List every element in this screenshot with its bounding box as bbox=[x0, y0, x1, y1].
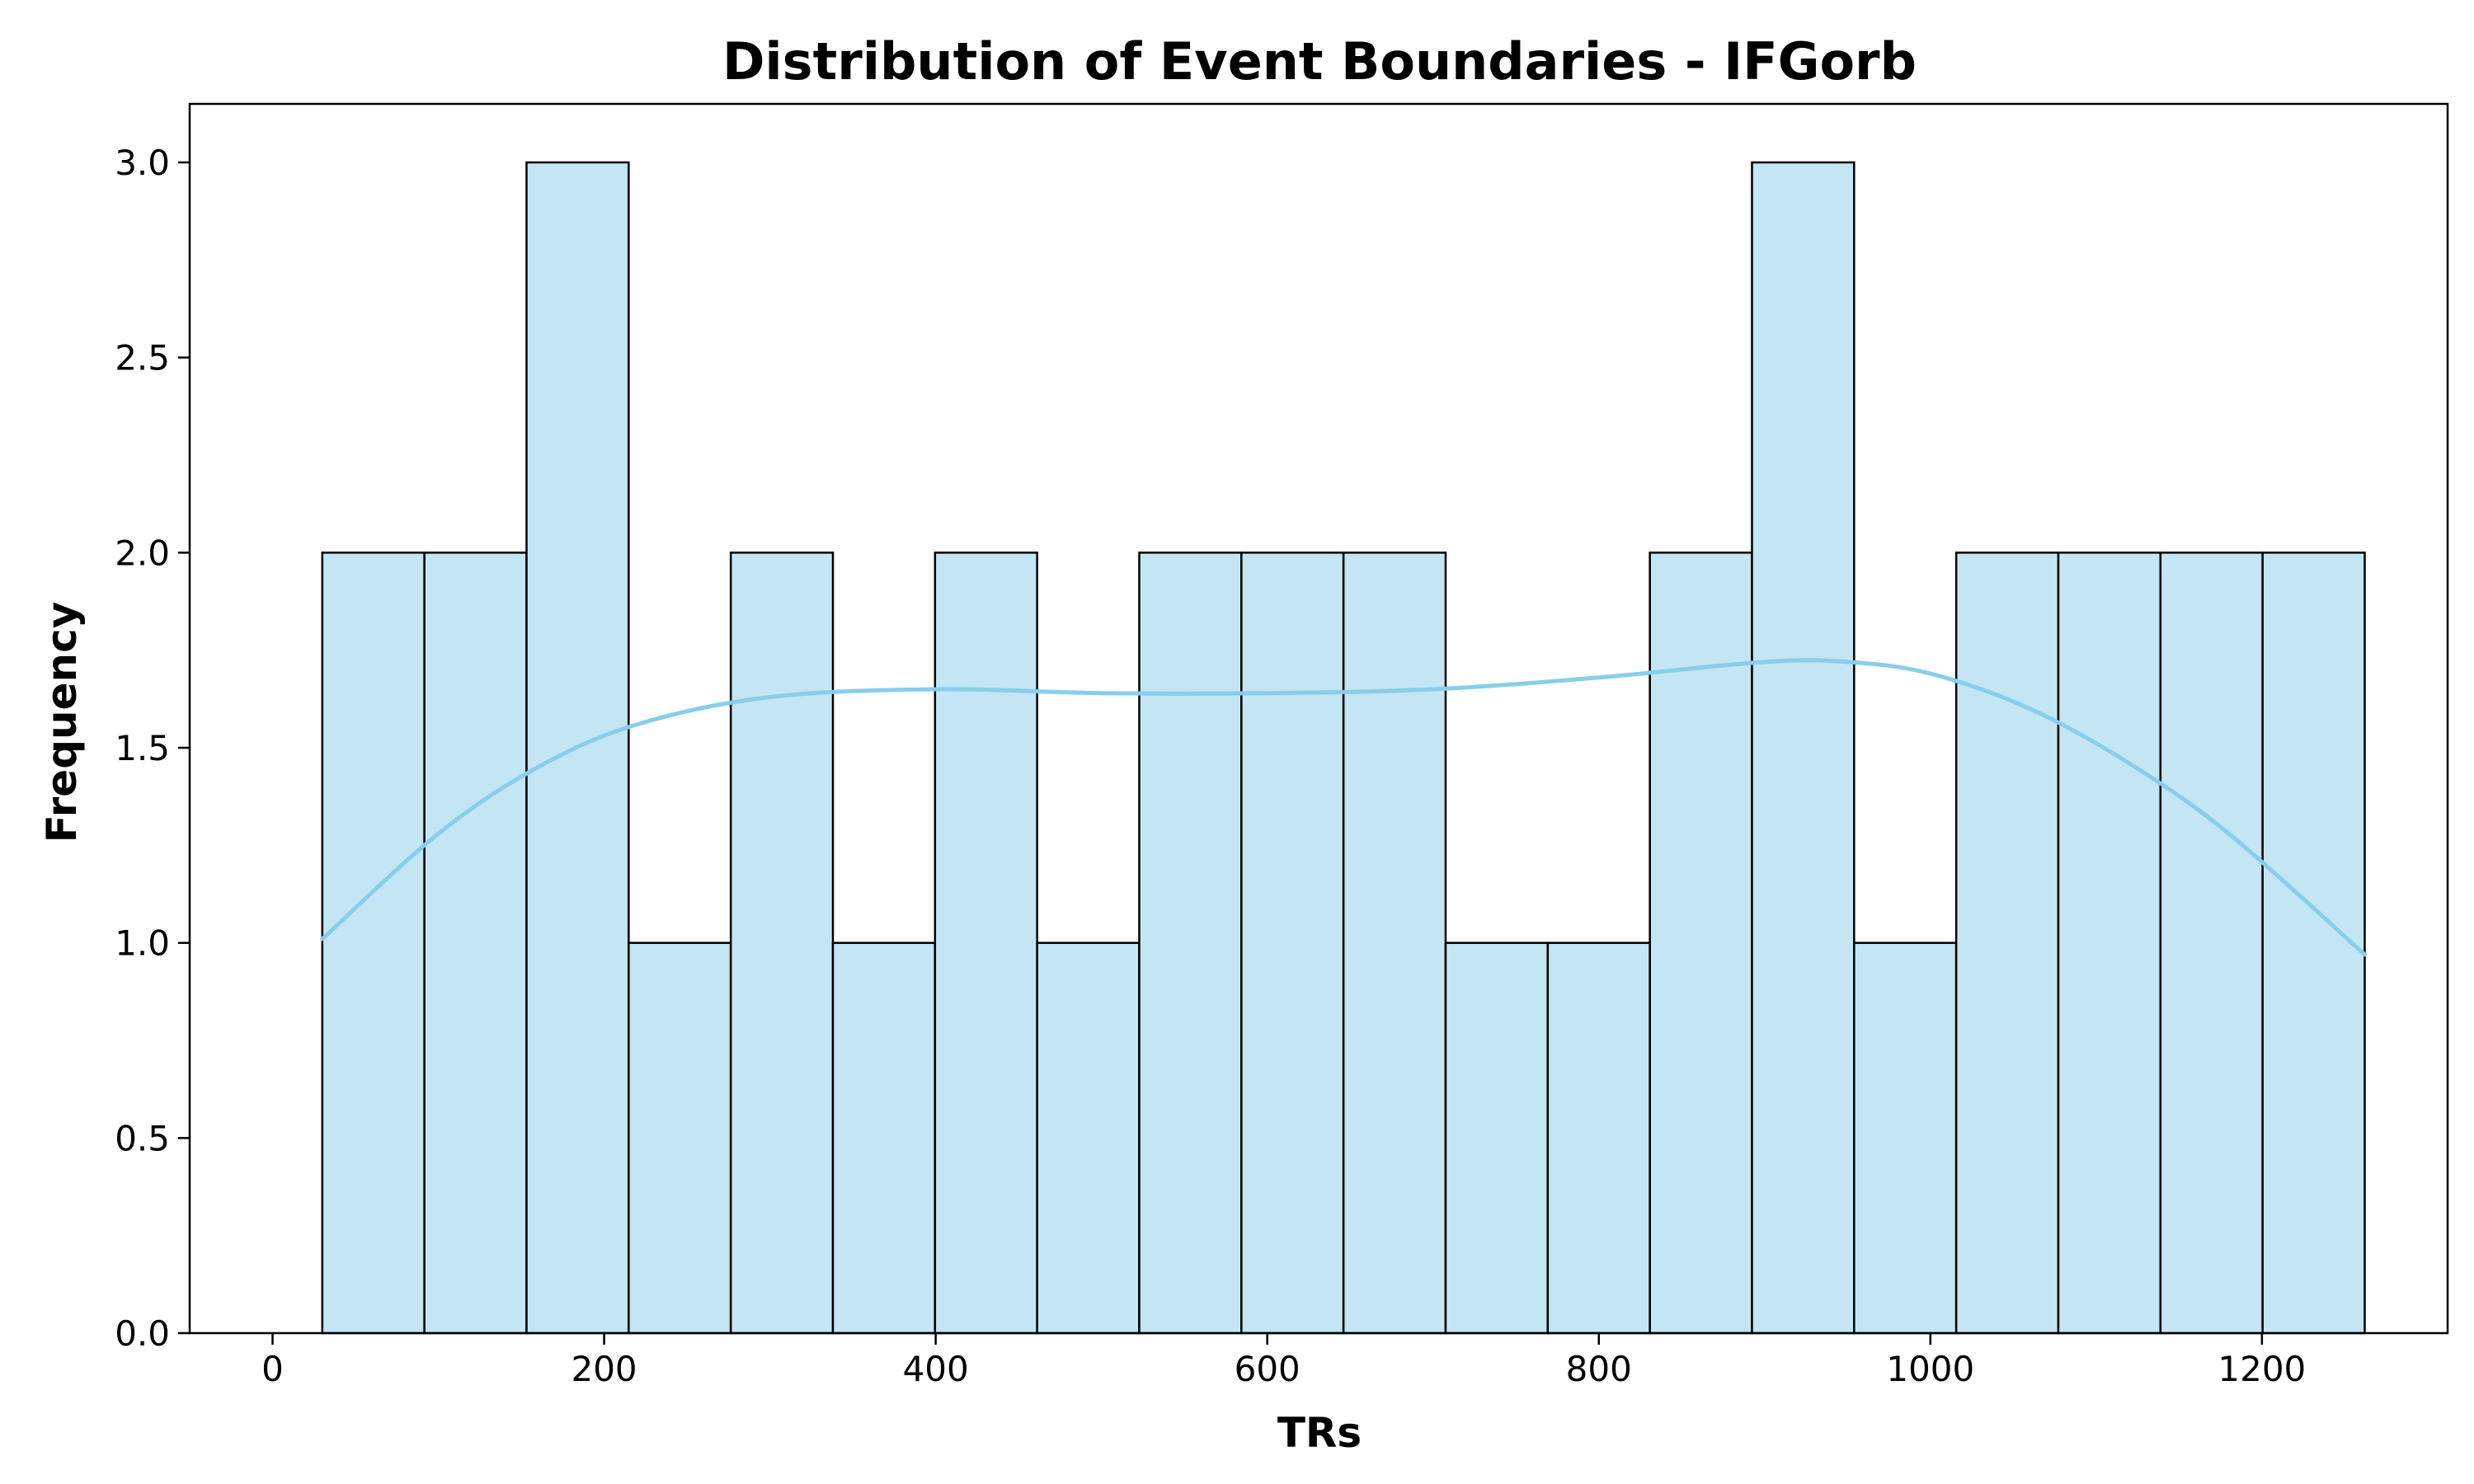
histogram-bar bbox=[1036, 942, 1141, 1335]
y-tick-label: 3.0 bbox=[115, 143, 170, 183]
x-tick-label: 200 bbox=[571, 1349, 637, 1389]
histogram-bar bbox=[423, 552, 528, 1335]
y-tick-label: 0.5 bbox=[115, 1118, 170, 1158]
histogram-bar bbox=[321, 552, 426, 1335]
x-tick-label: 800 bbox=[1566, 1349, 1632, 1389]
kde-curve bbox=[320, 658, 2367, 957]
y-axis-ticks: 0.0 0.5 1.0 1.5 2.0 2.5 3.0 bbox=[115, 143, 190, 1354]
y-axis-title: Frequency bbox=[38, 602, 86, 843]
histogram-bar bbox=[831, 942, 937, 1335]
x-tick-label: 0 bbox=[261, 1349, 284, 1389]
histogram-bars bbox=[321, 161, 2366, 1335]
y-tick-label: 1.0 bbox=[115, 923, 170, 964]
histogram-bar bbox=[1649, 552, 1753, 1335]
histogram-bar bbox=[1240, 552, 1345, 1335]
histogram-bar bbox=[2261, 552, 2366, 1335]
histogram-bar bbox=[1444, 942, 1550, 1335]
y-tick-label: 2.5 bbox=[115, 338, 170, 378]
histogram-bar bbox=[1751, 161, 1856, 1335]
x-axis-title: TRs bbox=[1277, 1409, 1362, 1457]
histogram-bar bbox=[628, 942, 732, 1335]
histogram-bar bbox=[2057, 552, 2162, 1335]
x-tick-label: 1000 bbox=[1886, 1349, 1974, 1389]
chart-title: Distribution of Event Boundaries - IFGor… bbox=[722, 31, 1917, 92]
histogram-bar bbox=[1342, 552, 1447, 1335]
kde-curve-group bbox=[320, 658, 2367, 957]
histogram-bar bbox=[1954, 552, 2060, 1335]
histogram-bar bbox=[2159, 552, 2264, 1335]
histogram-bar bbox=[1138, 552, 1243, 1335]
x-axis-ticks: 0 200 400 600 800 1000 1200 bbox=[261, 1333, 2306, 1389]
y-tick-label: 2.0 bbox=[115, 533, 170, 573]
x-tick-label: 600 bbox=[1235, 1349, 1300, 1389]
histogram-bar bbox=[729, 552, 835, 1335]
y-tick-label: 0.0 bbox=[115, 1313, 170, 1354]
y-tick-label: 1.5 bbox=[115, 728, 170, 768]
histogram-bar bbox=[1853, 942, 1958, 1335]
histogram-bar bbox=[934, 552, 1038, 1335]
x-tick-label: 1200 bbox=[2218, 1349, 2306, 1389]
x-tick-label: 400 bbox=[903, 1349, 969, 1389]
plot-area-frame bbox=[188, 102, 2449, 1335]
histogram-bar bbox=[1546, 942, 1651, 1335]
